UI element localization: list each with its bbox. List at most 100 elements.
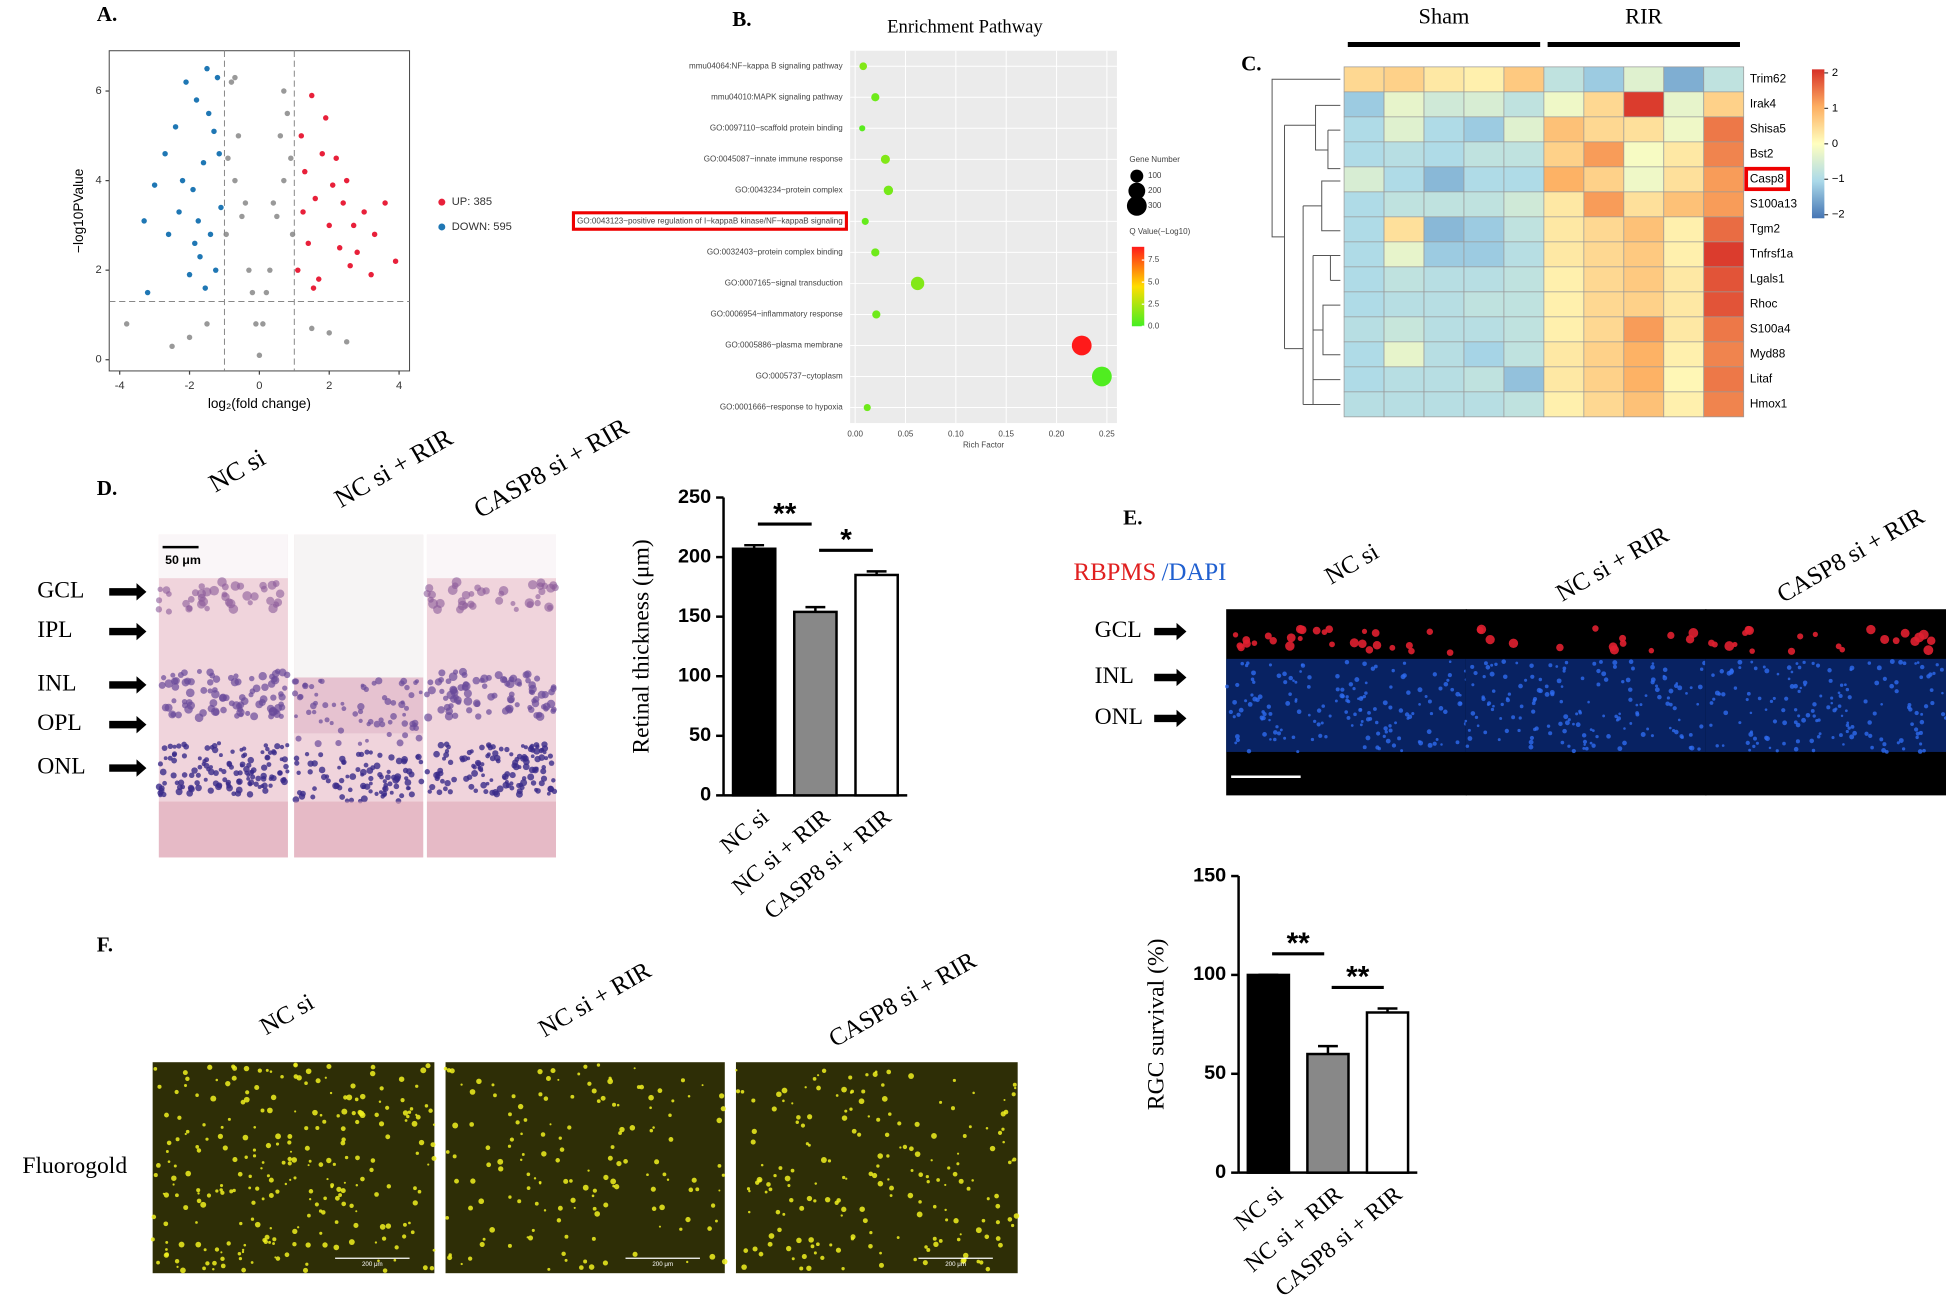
image-texture [1902, 661, 1907, 666]
image-texture [550, 685, 557, 693]
image-texture [1382, 734, 1386, 738]
image-texture [341, 759, 347, 765]
point [235, 133, 242, 139]
image-texture [395, 757, 403, 765]
image-texture [537, 1069, 543, 1075]
image-texture [360, 795, 368, 803]
image-texture [1007, 1217, 1013, 1222]
image-texture [1839, 646, 1846, 653]
bubble [880, 154, 890, 164]
point [162, 151, 168, 157]
heatmap-cell [1703, 266, 1745, 293]
point [354, 249, 360, 255]
image-texture [153, 1173, 158, 1178]
image-texture [1662, 675, 1668, 681]
image-texture [652, 1126, 655, 1129]
image-texture [718, 1189, 721, 1192]
image-texture [1781, 708, 1786, 713]
image-texture [1805, 712, 1811, 718]
image-texture [366, 767, 374, 774]
image-texture [443, 786, 448, 792]
image-texture [250, 1217, 255, 1221]
image-texture [482, 1237, 486, 1241]
image-texture [573, 1206, 576, 1209]
column-label: CASP8 si + RIR [824, 947, 981, 1053]
image-texture [355, 1210, 358, 1213]
image-texture [859, 1206, 865, 1212]
image-texture [271, 750, 277, 756]
point [176, 209, 182, 215]
heatmap-cell [1543, 341, 1585, 368]
image-texture [418, 1139, 425, 1146]
image-texture [551, 778, 556, 783]
image-texture [504, 771, 511, 777]
bar [731, 547, 777, 797]
bubble [871, 248, 880, 257]
bar [1306, 1052, 1350, 1174]
arrow [1154, 709, 1187, 728]
image-texture [971, 1179, 974, 1182]
image-texture [1631, 666, 1635, 671]
legend-title: Q Value(−Log10) [1129, 227, 1190, 236]
image-texture [1917, 749, 1923, 754]
image-texture [981, 1218, 986, 1223]
image-texture [889, 1185, 894, 1191]
image-texture [1427, 699, 1432, 704]
image-texture [1296, 750, 1300, 754]
point [361, 209, 367, 215]
y-tick-label: 250 [678, 486, 711, 508]
image-texture [1362, 745, 1367, 750]
image-texture [427, 789, 432, 794]
image-texture [511, 762, 518, 769]
image-texture [782, 1099, 785, 1103]
image-texture [252, 684, 261, 693]
image-texture [962, 1134, 967, 1138]
image-texture [845, 1177, 848, 1180]
image-texture [1677, 718, 1681, 722]
heatmap-cell [1543, 91, 1585, 118]
image-texture [543, 1096, 549, 1101]
image-texture [1646, 727, 1650, 731]
image-texture [1377, 746, 1381, 751]
image-texture [550, 1068, 556, 1074]
image-texture [185, 688, 195, 698]
image-texture [294, 760, 300, 766]
image-texture [546, 699, 556, 709]
image-texture [293, 1062, 298, 1068]
image-texture [505, 704, 514, 713]
image-texture [171, 1175, 177, 1181]
image-texture [1344, 710, 1349, 714]
image-texture [1803, 683, 1807, 687]
image-texture [1923, 645, 1934, 656]
image-texture [185, 1129, 190, 1134]
image-texture [1923, 704, 1929, 709]
point [144, 289, 151, 296]
image-texture [308, 1159, 312, 1163]
colorbar [1811, 69, 1825, 219]
image-texture [361, 784, 366, 789]
image-texture [1898, 738, 1904, 743]
image-texture [858, 1098, 865, 1105]
image-texture [508, 1112, 512, 1117]
image-texture [155, 606, 163, 613]
image-texture [691, 1177, 697, 1183]
image-texture [424, 769, 430, 775]
image-texture [925, 1175, 929, 1179]
image-texture [411, 719, 419, 727]
image-texture [437, 741, 445, 749]
image-texture [493, 1093, 497, 1098]
image-texture [932, 1204, 937, 1209]
image-texture [196, 1198, 202, 1204]
image-texture [583, 1259, 588, 1264]
heatmap-cell [1503, 316, 1545, 343]
image-texture [266, 596, 275, 605]
image-texture [1926, 636, 1936, 645]
image-texture [183, 1084, 188, 1088]
image-texture [1650, 734, 1654, 738]
image-texture [364, 749, 370, 755]
image-texture [668, 1113, 672, 1117]
image-texture [355, 1184, 359, 1187]
image-texture [773, 1173, 777, 1178]
image-texture [541, 582, 548, 590]
image-texture [212, 780, 219, 787]
